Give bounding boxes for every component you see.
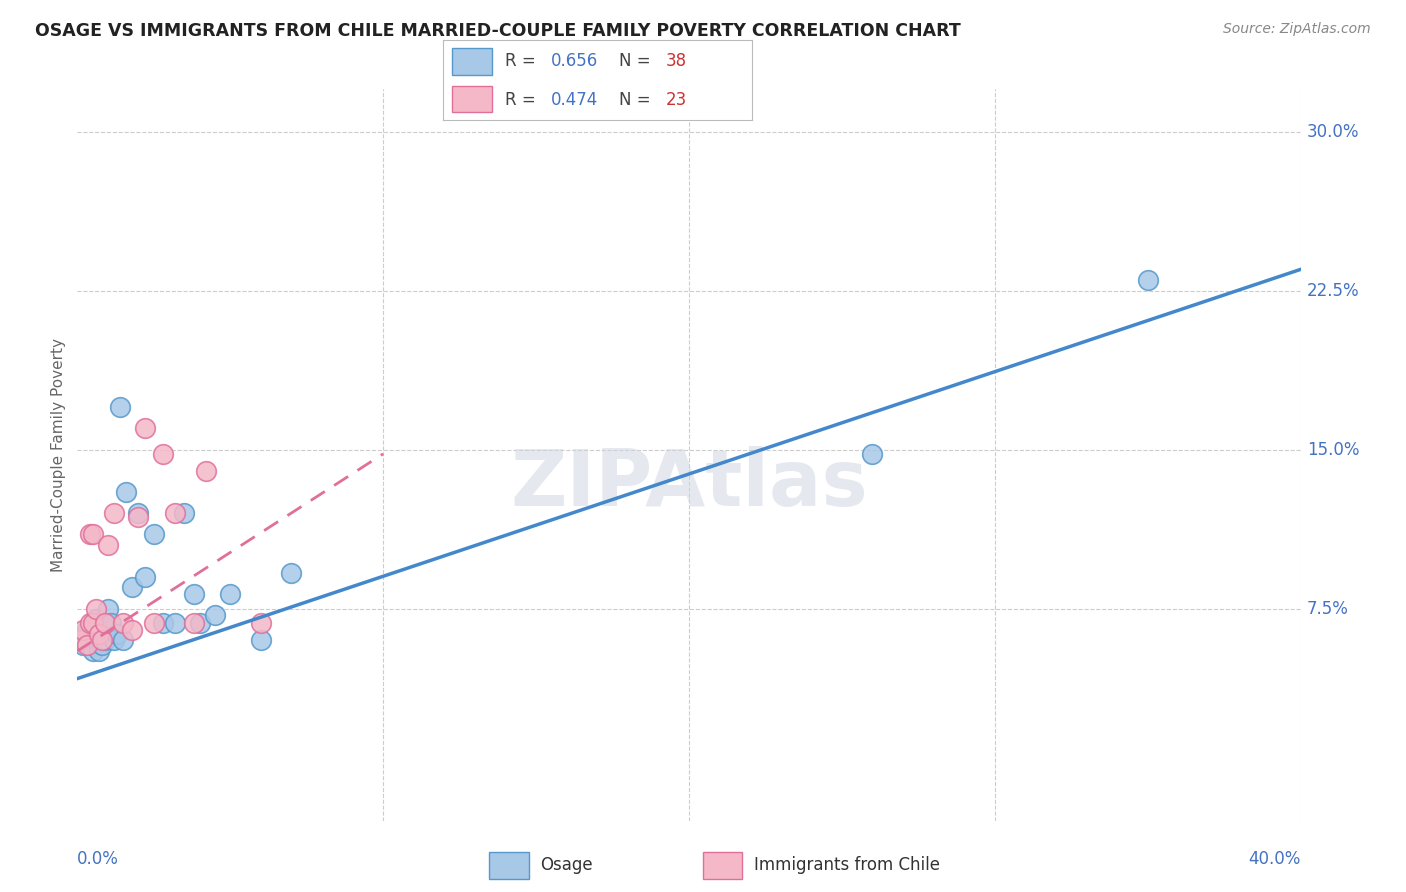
Point	[134, 570, 156, 584]
Point	[127, 506, 149, 520]
Point	[97, 538, 120, 552]
Point	[90, 638, 112, 652]
Point	[79, 527, 101, 541]
Point	[112, 616, 135, 631]
Point	[188, 616, 211, 631]
Text: R =: R =	[505, 91, 541, 109]
Point	[165, 506, 187, 520]
Point	[76, 623, 98, 637]
Text: Source: ZipAtlas.com: Source: ZipAtlas.com	[1223, 22, 1371, 37]
Text: 30.0%: 30.0%	[1306, 122, 1360, 141]
Point	[97, 601, 120, 615]
Bar	[703, 852, 742, 879]
Text: Immigrants from Chile: Immigrants from Chile	[754, 856, 939, 874]
Text: 38: 38	[665, 52, 686, 70]
Point	[142, 527, 165, 541]
Text: OSAGE VS IMMIGRANTS FROM CHILE MARRIED-COUPLE FAMILY POVERTY CORRELATION CHART: OSAGE VS IMMIGRANTS FROM CHILE MARRIED-C…	[35, 22, 960, 40]
Text: 40.0%: 40.0%	[1249, 850, 1301, 868]
Point	[84, 601, 107, 615]
Point	[82, 616, 104, 631]
Point	[173, 506, 195, 520]
Point	[94, 633, 117, 648]
Text: 0.656: 0.656	[551, 52, 599, 70]
Point	[250, 616, 273, 631]
Point	[204, 607, 226, 622]
Text: N =: N =	[619, 52, 657, 70]
Text: 7.5%: 7.5%	[1306, 599, 1348, 617]
Point	[84, 633, 107, 648]
Point	[82, 644, 104, 658]
Text: N =: N =	[619, 91, 657, 109]
Point	[79, 616, 101, 631]
Point	[280, 566, 302, 580]
Point	[152, 616, 174, 631]
Point	[121, 581, 143, 595]
Point	[183, 616, 205, 631]
Text: 0.474: 0.474	[551, 91, 599, 109]
Text: 23: 23	[665, 91, 688, 109]
Bar	[453, 48, 492, 75]
Bar	[453, 86, 492, 112]
Point	[76, 629, 98, 643]
Text: R =: R =	[505, 52, 541, 70]
Point	[94, 616, 117, 631]
Point	[112, 633, 135, 648]
Point	[79, 633, 101, 648]
Text: ZIPAtlas: ZIPAtlas	[510, 446, 868, 522]
Point	[142, 616, 165, 631]
Point	[87, 629, 110, 643]
Bar	[489, 852, 529, 879]
Point	[84, 612, 107, 626]
Point	[183, 587, 205, 601]
Point	[69, 633, 91, 648]
Point	[862, 447, 884, 461]
Point	[1136, 273, 1159, 287]
Point	[87, 627, 110, 641]
Point	[76, 638, 98, 652]
Point	[105, 627, 128, 641]
Point	[108, 401, 131, 415]
Point	[82, 527, 104, 541]
Y-axis label: Married-Couple Family Poverty: Married-Couple Family Poverty	[51, 338, 66, 572]
Point	[194, 464, 217, 478]
Point	[127, 510, 149, 524]
Point	[69, 633, 91, 648]
Point	[72, 638, 94, 652]
Point	[90, 623, 112, 637]
Point	[103, 633, 125, 648]
Text: 22.5%: 22.5%	[1306, 282, 1360, 300]
Point	[165, 616, 187, 631]
Point	[100, 616, 122, 631]
Point	[103, 506, 125, 520]
Point	[90, 633, 112, 648]
Point	[152, 447, 174, 461]
Point	[134, 421, 156, 435]
Point	[72, 623, 94, 637]
Text: Osage: Osage	[540, 856, 592, 874]
Point	[79, 638, 101, 652]
Point	[97, 623, 120, 637]
Point	[115, 485, 138, 500]
Point	[121, 623, 143, 637]
Text: 15.0%: 15.0%	[1306, 441, 1360, 458]
Text: 0.0%: 0.0%	[77, 850, 120, 868]
Point	[82, 616, 104, 631]
Point	[219, 587, 242, 601]
Point	[87, 644, 110, 658]
Point	[250, 633, 273, 648]
